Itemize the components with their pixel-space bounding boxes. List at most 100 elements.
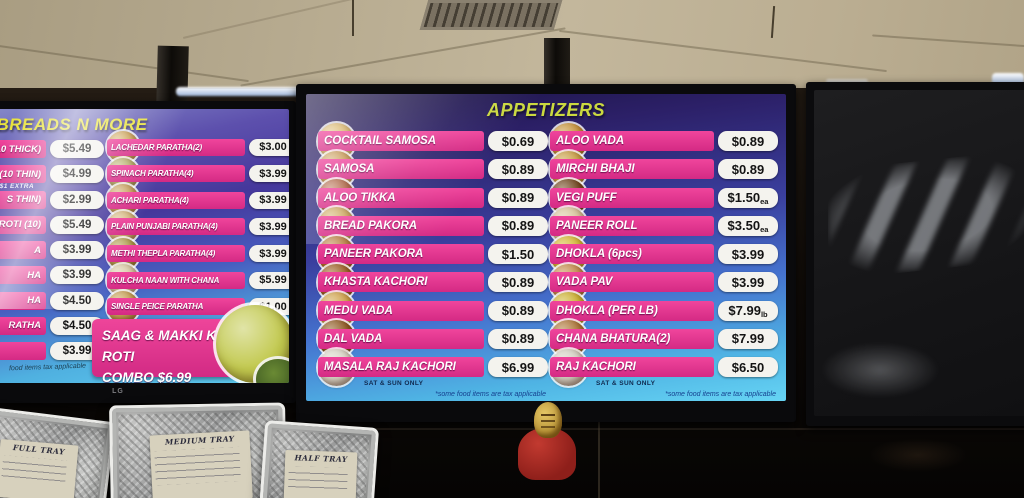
menu-item-name: PANEER ROLL xyxy=(550,215,714,236)
menu-item-price: $6.50 xyxy=(718,357,778,377)
menu-item-price: $4.50 xyxy=(50,316,104,335)
price-value: $0.89 xyxy=(501,190,535,205)
fluorescent-light xyxy=(176,87,326,96)
menu-row: ALOO VADA $0.89 xyxy=(550,122,778,160)
menu-row: SPINACH PARATHA(4) $3.99 xyxy=(107,157,289,190)
menu-item-name: CHANA BHATURA(2) xyxy=(550,328,714,349)
tray-label-title: MEDIUM TRAY xyxy=(164,434,235,447)
menu-item-price: $3.99 xyxy=(249,218,289,236)
statue-head xyxy=(534,402,562,438)
fluorescent-light xyxy=(826,79,868,84)
menu-row: ROTI (10) $5.49 xyxy=(0,215,104,235)
menu-item-price: $3.99 xyxy=(50,266,104,285)
menu-item-name: KULCHA NAAN WITH CHANA xyxy=(107,271,245,289)
menu-item-name: METHI THEPLA PARATHA(4) xyxy=(107,245,245,263)
menu-item-price: $3.50 ea xyxy=(718,215,778,236)
menu-row: ALOO TIKKA $0.89 xyxy=(318,179,548,216)
menu-item-name: BREAD PAKORA xyxy=(318,215,484,236)
menu-row: PANEER PAKORA $1.50 xyxy=(318,235,548,273)
menu-row: LACHEDAR PARATHA(2) $3.00 xyxy=(107,131,289,163)
tray-label-title: FULL TRAY xyxy=(12,443,66,457)
statue-bust xyxy=(512,402,582,480)
menu-item-name: LACHEDAR PARATHA(2) xyxy=(107,138,245,156)
menu-item-name: A xyxy=(0,241,46,259)
menu-item-price: $3.99 xyxy=(249,245,289,263)
menu-item-price: $0.89 xyxy=(488,215,548,236)
handwritten-notes xyxy=(1,455,68,485)
appetizers-right-column: *some food items are tax applicable ALOO… xyxy=(550,122,778,398)
price-value: $3.50 xyxy=(727,218,761,234)
menu-item-name: PLAIN PUNJABI PARATHA(4) xyxy=(107,218,245,236)
menu-row: VADA PAV $3.99 xyxy=(550,263,778,301)
menu-item-price: $3.99 xyxy=(718,244,778,264)
menu-row: VEGI PUFF $1.50 ea xyxy=(550,179,778,216)
menu-item-price: $0.89 xyxy=(488,300,548,321)
menu-item-price: $5.49 xyxy=(50,215,104,234)
tray-label-title: HALF TRAY xyxy=(294,453,348,465)
menu-row: TI (10 THICK) $5.49 xyxy=(0,139,104,159)
menu-row: (10 THIN) $4.99 ER $1 EXTRA xyxy=(0,164,104,190)
menu-row: PANEER ROLL $3.50 ea xyxy=(550,207,778,245)
hanging-wire xyxy=(770,5,776,39)
combo-line2: COMBO $6.99 xyxy=(102,369,192,383)
menu-item-name: RATHA xyxy=(0,316,46,335)
breads-left-column: TI (10 THICK) $5.49 (10 THIN) $4.99 ER $… xyxy=(0,139,104,361)
price-unit: lb xyxy=(760,309,768,319)
menu-item-price: $1.50 ea xyxy=(718,187,778,208)
appetizers-board-title: APPETIZERS xyxy=(486,100,606,120)
price-value: $6.99 xyxy=(501,359,535,375)
menu-row: PLAIN PUNJABI PARATHA(4) $3.99 xyxy=(107,210,289,243)
menu-item-price: $0.69 xyxy=(488,131,548,151)
tray-label: HALF TRAY xyxy=(283,449,358,498)
menu-row: ACHARI PARATHA(4) $3.99 xyxy=(107,184,289,217)
menu-item-name: ROTI (10) xyxy=(0,215,46,234)
menu-item-price: $7.99 xyxy=(718,328,778,349)
menu-item-price: $3.00 xyxy=(249,138,289,156)
screen-mount-pole-left xyxy=(156,45,189,109)
price-value: $0.89 xyxy=(501,218,535,234)
appetizers-left-column: *some food items are tax applicable COCK… xyxy=(318,122,548,398)
menu-item-name: ALOO VADA xyxy=(550,131,714,151)
price-value: $0.89 xyxy=(501,331,535,347)
price-value: $7.99 xyxy=(728,303,761,318)
tray-full: FULL TRAY xyxy=(0,406,116,498)
air-vent xyxy=(419,0,563,30)
menu-item-name: MEDU VADA xyxy=(318,300,484,321)
combo-line1: SAAG & MAKKI KI ROTI xyxy=(102,328,220,364)
combo-offer-box: SAAG & MAKKI KI ROTI COMBO $6.99 xyxy=(92,305,289,383)
menu-item-price: $1.50 xyxy=(488,244,548,264)
hanging-wire xyxy=(352,0,354,36)
price-value: $7.99 xyxy=(731,331,765,347)
price-value: $0.89 xyxy=(501,274,535,290)
menu-item-price: $3.99 xyxy=(50,342,104,360)
breads-menu-board: BREADS N MORE TI (10 THICK) $5.49 (10 TH… xyxy=(0,101,296,403)
menu-item-name: MIRCHI BHAJI xyxy=(550,159,714,180)
menu-row: A $3.99 xyxy=(0,240,104,260)
menu-item-name: ALOO TIKKA xyxy=(318,187,484,208)
menu-item-note: SAT & SUN ONLY xyxy=(364,380,424,387)
tray-half: HALF TRAY xyxy=(258,420,380,498)
menu-item-name: KHASTA KACHORI xyxy=(318,272,484,293)
menu-row: KULCHA NAAN WITH CHANA $5.99 xyxy=(107,264,289,297)
lg-logo: LG xyxy=(112,388,124,395)
menu-row: CHANA BHATURA(2) $7.99 xyxy=(550,320,778,358)
price-unit: ea xyxy=(760,224,769,234)
menu-row: RATHA $4.50 xyxy=(0,316,104,336)
menu-item-name: RAJ KACHORI xyxy=(550,357,714,377)
menu-item-price: $6.99 xyxy=(488,357,548,377)
appetizers-tax-note: *some food items are tax applicable xyxy=(665,391,776,398)
menu-row: RAJ KACHORI $6.50 SAT & SUN ONLY xyxy=(550,348,778,387)
tray-label: MEDIUM TRAY xyxy=(149,430,253,498)
menu-row: HA $4.50 xyxy=(0,291,104,311)
tv-dark-screen xyxy=(814,90,1024,416)
menu-item-name: MASALA RAJ KACHORI xyxy=(318,357,484,377)
menu-item-name: DHOKLA (PER LB) xyxy=(550,300,714,321)
menu-row: COCKTAIL SAMOSA $0.69 xyxy=(318,122,548,160)
price-value: $0.89 xyxy=(501,303,535,318)
menu-row: MIRCHI BHAJI $0.89 xyxy=(550,150,778,188)
price-value: $1.50 xyxy=(727,190,761,205)
ceiling-grid-line xyxy=(0,43,249,83)
menu-item-price: $3.99 xyxy=(249,191,289,209)
menu-item-price: $0.89 xyxy=(488,159,548,180)
handwritten-notes xyxy=(154,446,241,486)
